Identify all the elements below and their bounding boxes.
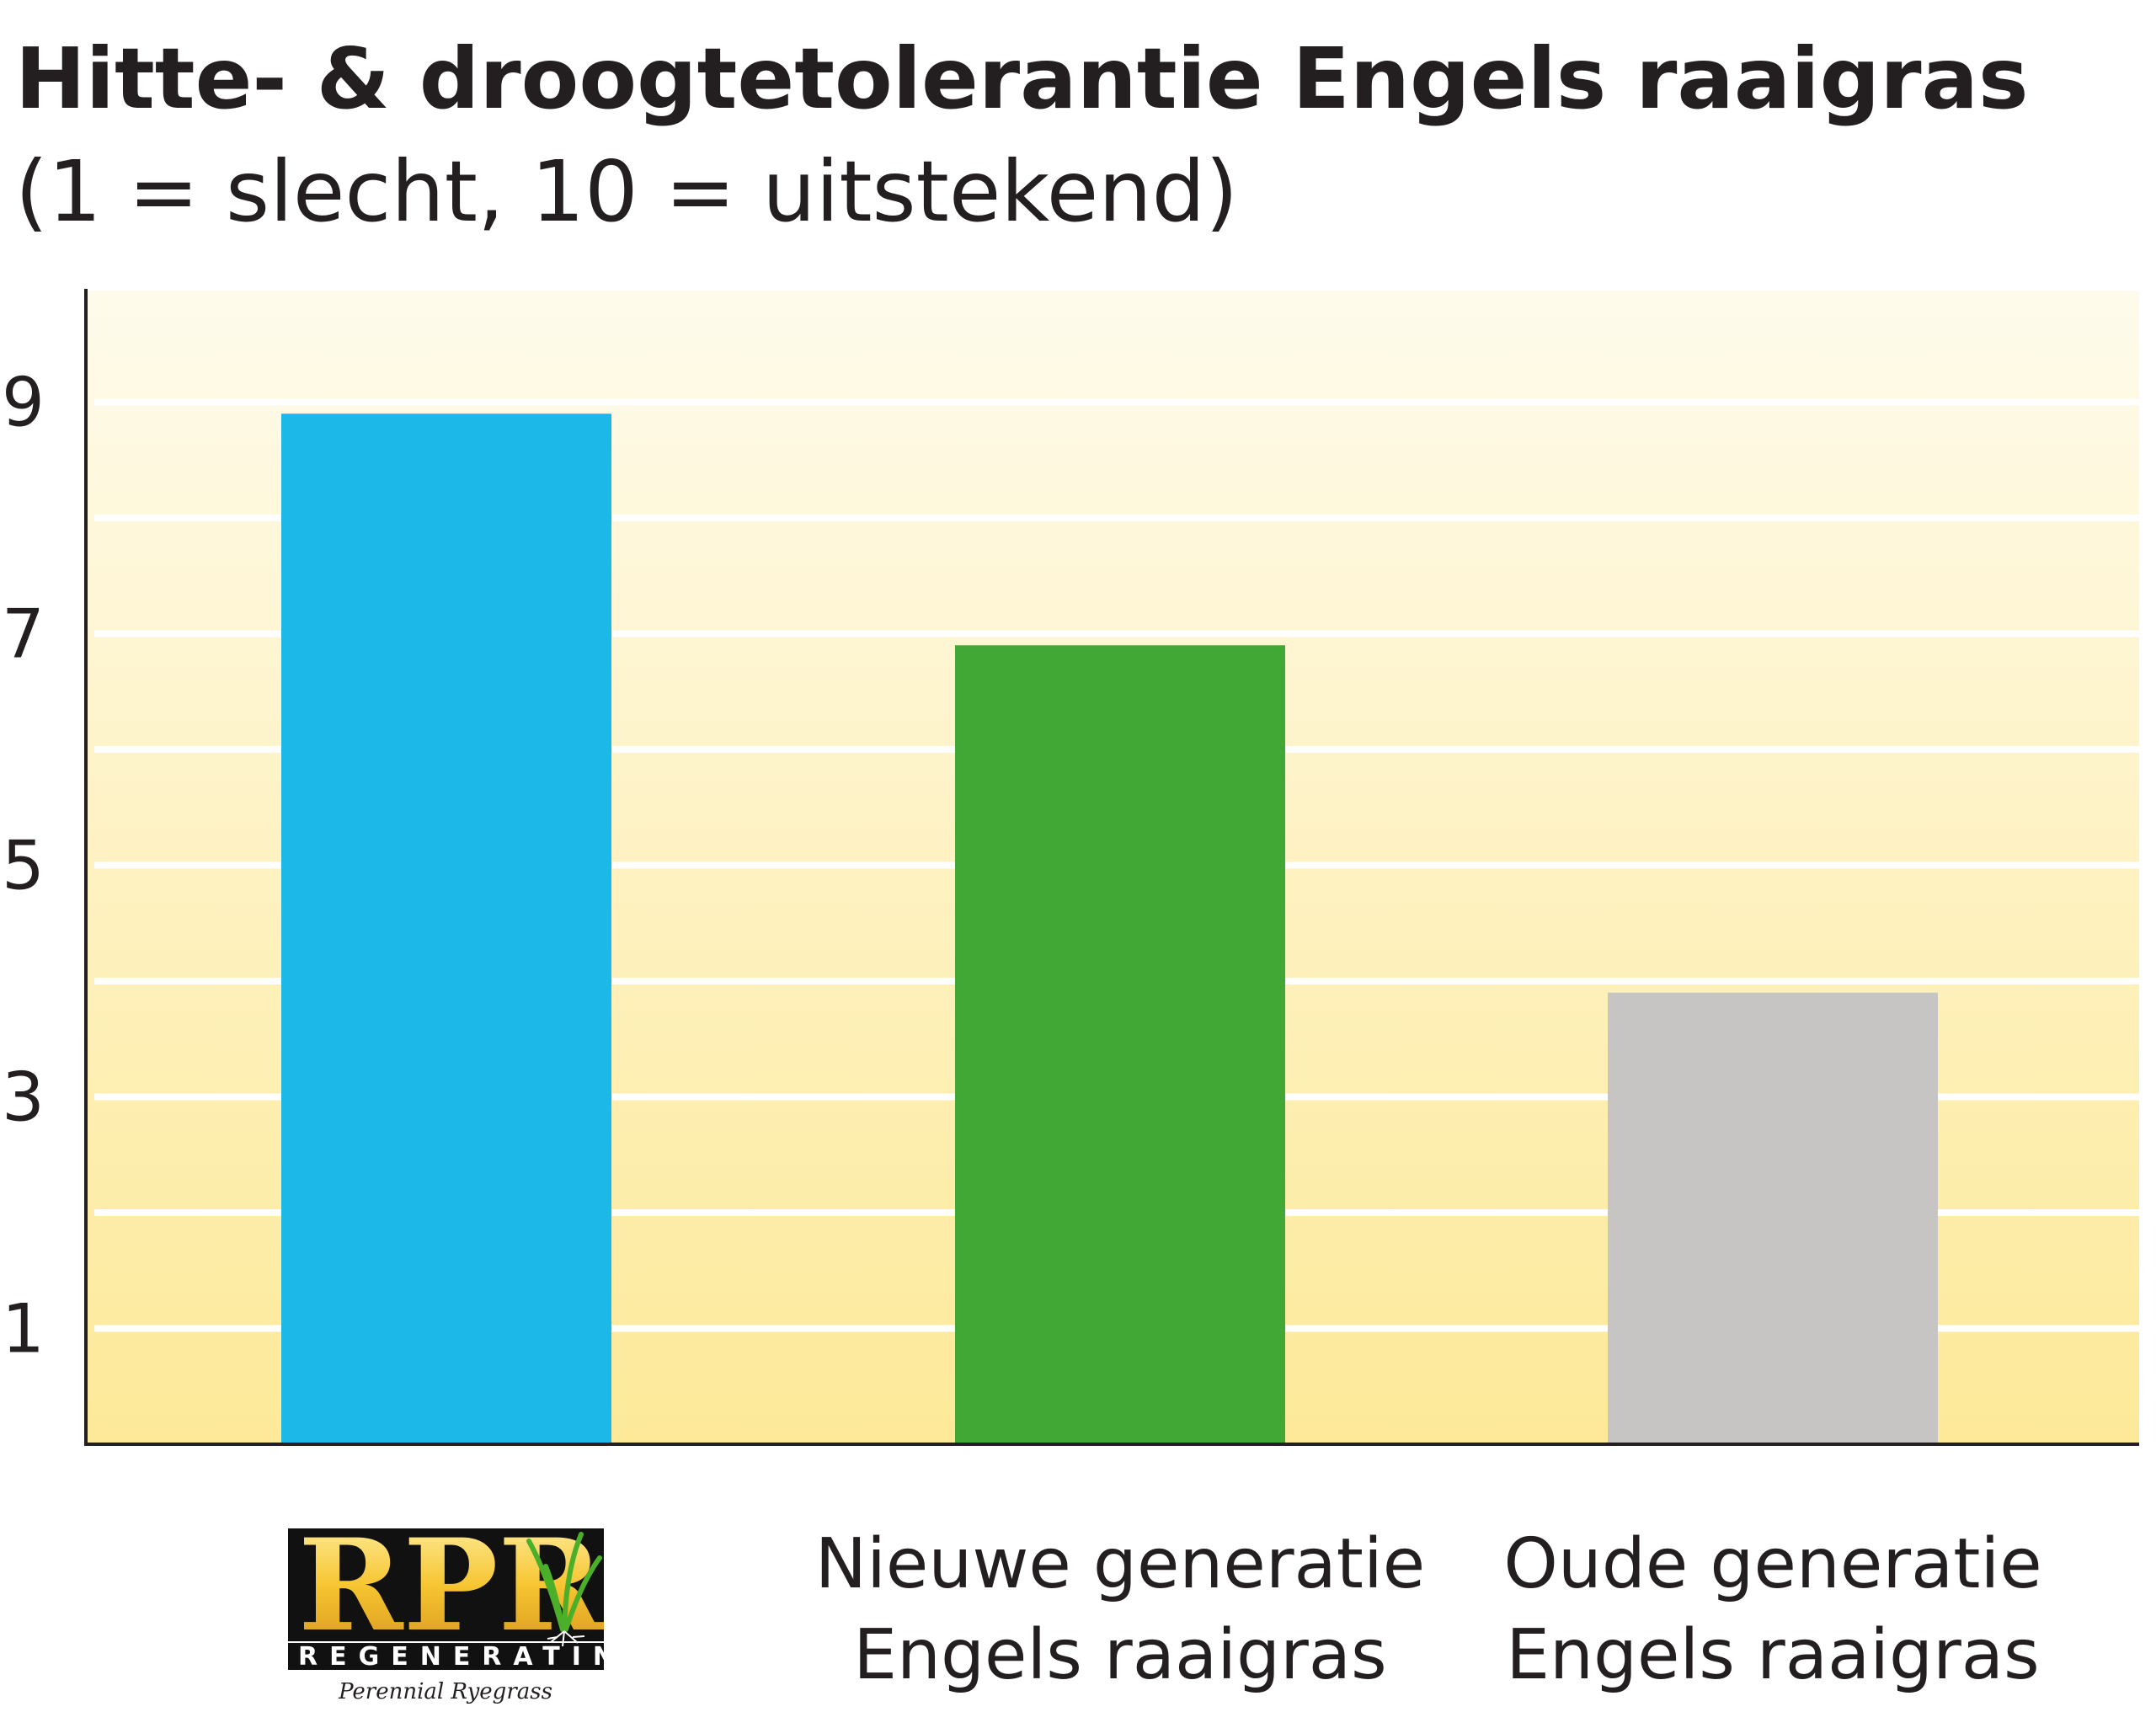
root-line xyxy=(563,1630,579,1644)
category-label: Nieuwe generatie xyxy=(815,1524,1425,1604)
y-tick-label: 3 xyxy=(2,1059,45,1137)
category-label: Engels raaigras xyxy=(1506,1615,2040,1695)
root-line xyxy=(550,1630,565,1643)
category-label: Oude generatie xyxy=(1503,1524,2041,1604)
root-line xyxy=(547,1636,558,1640)
y-tick-label: 1 xyxy=(2,1290,45,1368)
y-axis-ticks: 1 3 5 7 9 xyxy=(2,364,45,1368)
grass-blade xyxy=(543,1564,565,1632)
y-tick-label: 9 xyxy=(2,364,45,442)
logo-wordmark: RPR xyxy=(298,1512,604,1660)
chart-subtitle: (1 = slecht, 10 = uitstekend) xyxy=(15,142,1238,241)
bar xyxy=(1608,992,1938,1444)
grass-sprout-icon xyxy=(526,1532,602,1632)
roots-icon xyxy=(547,1630,585,1647)
y-tick-label: 7 xyxy=(2,595,45,674)
root-line xyxy=(572,1635,585,1638)
grass-blade xyxy=(563,1555,602,1632)
root-line xyxy=(562,1630,565,1647)
logo-tagline: Perennial Ryegrass xyxy=(338,1679,552,1704)
bar xyxy=(281,413,611,1444)
category-label: Engels raaigras xyxy=(853,1615,1387,1695)
bar xyxy=(955,645,1285,1444)
y-tick-label: 5 xyxy=(2,827,45,905)
chart-title: Hitte- & droogtetolerantie Engels raaigr… xyxy=(15,29,2029,128)
grass-blade xyxy=(562,1532,584,1632)
bars xyxy=(281,413,1938,1444)
logo-subtitle: REGENERATING xyxy=(298,1642,659,1672)
